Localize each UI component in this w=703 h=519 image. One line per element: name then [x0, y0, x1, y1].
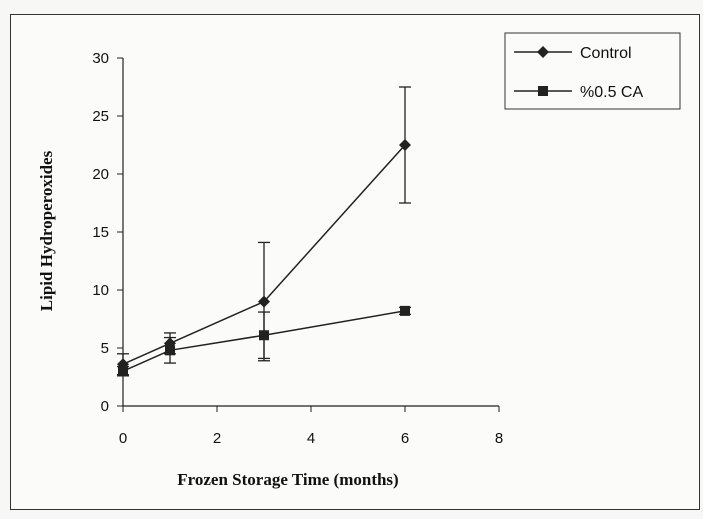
- legend: Control %0.5 CA: [504, 32, 681, 110]
- legend-marker-control: [537, 46, 549, 58]
- legend-marker-ca: [538, 86, 548, 96]
- axes: 0 5 10 15 20 25 30 0 2 4 6 8: [92, 50, 503, 447]
- data-point: [259, 330, 269, 341]
- y-tick-label: 15: [92, 224, 109, 241]
- y-axis-title: Lipid Hydroperoxides: [37, 150, 56, 311]
- y-tick-label: 30: [92, 50, 109, 67]
- data-point: [400, 305, 410, 316]
- legend-label-control: Control: [580, 45, 632, 62]
- x-tick-label: 8: [495, 430, 503, 447]
- y-tick-label: 25: [92, 108, 109, 125]
- series-ca: [117, 305, 411, 377]
- series-layer: [117, 86, 411, 377]
- series-line: [122, 310, 406, 372]
- series-line: [122, 144, 406, 365]
- y-tick-label: 20: [92, 166, 109, 183]
- x-axis-title: Frozen Storage Time (months): [177, 470, 398, 489]
- legend-box: [504, 32, 681, 110]
- data-point: [165, 345, 175, 356]
- data-point: [399, 139, 411, 151]
- legend-label-ca: %0.5 CA: [580, 84, 643, 101]
- x-tick-label: 0: [119, 430, 127, 447]
- data-point: [118, 366, 128, 377]
- y-tick-label: 5: [101, 340, 109, 357]
- x-tick-label: 4: [307, 430, 315, 447]
- y-tick-label: 10: [92, 282, 109, 299]
- x-tick-label: 6: [401, 430, 409, 447]
- data-point: [258, 295, 270, 308]
- y-tick-label: 0: [101, 398, 109, 415]
- x-tick-label: 2: [213, 430, 221, 447]
